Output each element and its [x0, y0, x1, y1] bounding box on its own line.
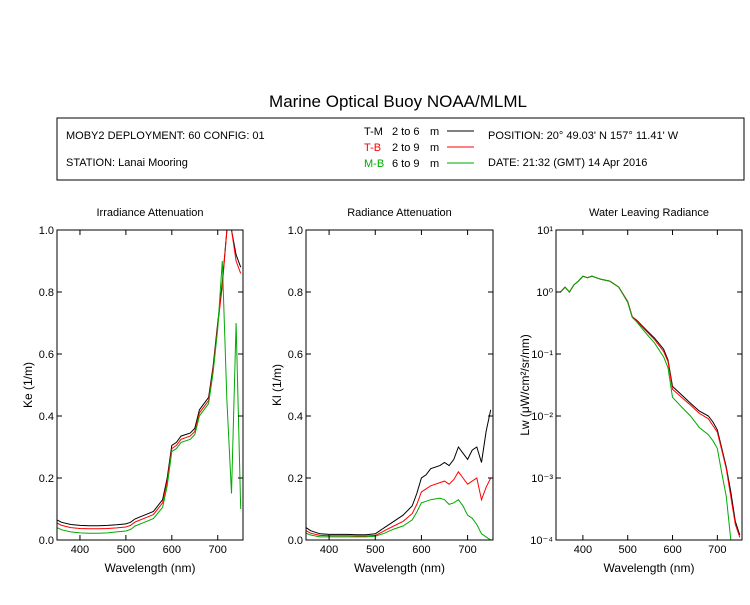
plot-frame — [305, 229, 494, 541]
x-tick-label: 500 — [366, 544, 384, 556]
series-line-t-b — [57, 230, 242, 530]
x-tick-label: 600 — [163, 544, 181, 556]
panel-title: Irradiance Attenuation — [96, 207, 203, 219]
x-axis-label: Wavelength (nm) — [354, 561, 445, 575]
chart-panels: Irradiance Attenuation 400 500 600 700 0.0 0.2… — [21, 207, 743, 575]
x-tick-label: 700 — [708, 544, 726, 556]
series-line-t-b — [560, 275, 741, 538]
position-text: POSITION: 20° 49.03' N 157° 11.41' W — [488, 130, 679, 142]
chart-title: Marine Optical Buoy NOAA/MLML — [269, 92, 527, 111]
info-box-frame — [56, 117, 745, 181]
y-axis-label: Ke (1/m) — [21, 362, 35, 408]
legend-key: T-M — [364, 126, 383, 138]
legend-range: 2 to 9 — [392, 142, 420, 154]
y-tick-label: 10¹ — [537, 225, 553, 237]
x-tick-label: 500 — [117, 544, 135, 556]
series-line-m-b — [57, 260, 242, 534]
x-tick-label: 400 — [574, 544, 592, 556]
legend-unit: m — [430, 126, 439, 138]
y-axis-label: Kl (1/m) — [270, 364, 284, 406]
y-tick-label: 10⁻⁴ — [530, 535, 553, 547]
info-box: MOBY2 DEPLOYMENT: 60 CONFIG: 01 STATION:… — [56, 117, 745, 181]
deployment-text: MOBY2 DEPLOYMENT: 60 CONFIG: 01 — [66, 130, 265, 142]
y-tick-label: 0.8 — [288, 287, 303, 299]
y-tick-label: 0.0 — [39, 535, 54, 547]
y-tick-label: 10⁰ — [536, 287, 553, 299]
y-tick-label: 0.2 — [288, 473, 303, 485]
y-tick-label: 10⁻² — [531, 411, 553, 423]
legend-key: T-B — [364, 142, 381, 154]
x-tick-label: 700 — [209, 544, 227, 556]
x-axis-label: Wavelength (nm) — [105, 561, 196, 575]
legend: T-M 2 to 6 m T-B 2 to 9 m M-B 6 to 9 m — [364, 126, 474, 170]
y-tick-label: 0.2 — [39, 473, 54, 485]
legend-unit: m — [430, 158, 439, 170]
y-tick-label: 1.0 — [39, 225, 54, 237]
panel-1: Irradiance Attenuation 400 500 600 700 0.0 0.2… — [21, 207, 244, 575]
x-tick-label: 500 — [619, 544, 637, 556]
y-tick-label: 0.4 — [288, 411, 303, 423]
legend-range: 2 to 6 — [392, 126, 420, 138]
y-tick-label: 0.6 — [288, 349, 303, 361]
y-tick-label: 0.0 — [288, 535, 303, 547]
y-tick-label: 0.4 — [39, 411, 54, 423]
panel-3: Water Leaving Radiance 400 500 600 700 10⁻⁴ 10… — [518, 207, 743, 575]
x-tick-label: 400 — [320, 544, 338, 556]
panel-title: Radiance Attenuation — [347, 207, 452, 219]
x-tick-label: 400 — [71, 544, 89, 556]
series-line-m-b — [306, 497, 491, 540]
y-tick-label: 0.6 — [39, 349, 54, 361]
y-tick-label: 10⁻¹ — [531, 349, 553, 361]
legend-key: M-B — [364, 158, 384, 170]
series-line-m-b — [560, 275, 740, 540]
panel-2: Radiance Attenuation 400 500 600 700 0.0 0.2 0.… — [270, 207, 494, 575]
series-line-t-m — [57, 230, 242, 527]
plot-frame — [56, 229, 244, 541]
series-line-t-m — [306, 409, 492, 536]
x-tick-label: 700 — [458, 544, 476, 556]
date-text: DATE: 21:32 (GMT) 14 Apr 2016 — [488, 157, 647, 169]
x-tick-label: 600 — [663, 544, 681, 556]
series-line-t-b — [306, 470, 492, 537]
y-tick-label: 10⁻³ — [531, 473, 553, 485]
station-text: STATION: Lanai Mooring — [66, 157, 188, 169]
y-tick-label: 0.8 — [39, 287, 54, 299]
legend-range: 6 to 9 — [392, 158, 420, 170]
legend-unit: m — [430, 142, 439, 154]
y-tick-label: 1.0 — [288, 225, 303, 237]
series-line-t-m — [560, 275, 741, 536]
plot-frame — [555, 229, 743, 541]
x-tick-label: 600 — [412, 544, 430, 556]
x-axis-label: Wavelength (nm) — [604, 561, 695, 575]
y-axis-label: Lw (μW/cm²/sr/nm) — [518, 334, 532, 436]
panel-title: Water Leaving Radiance — [589, 207, 709, 219]
